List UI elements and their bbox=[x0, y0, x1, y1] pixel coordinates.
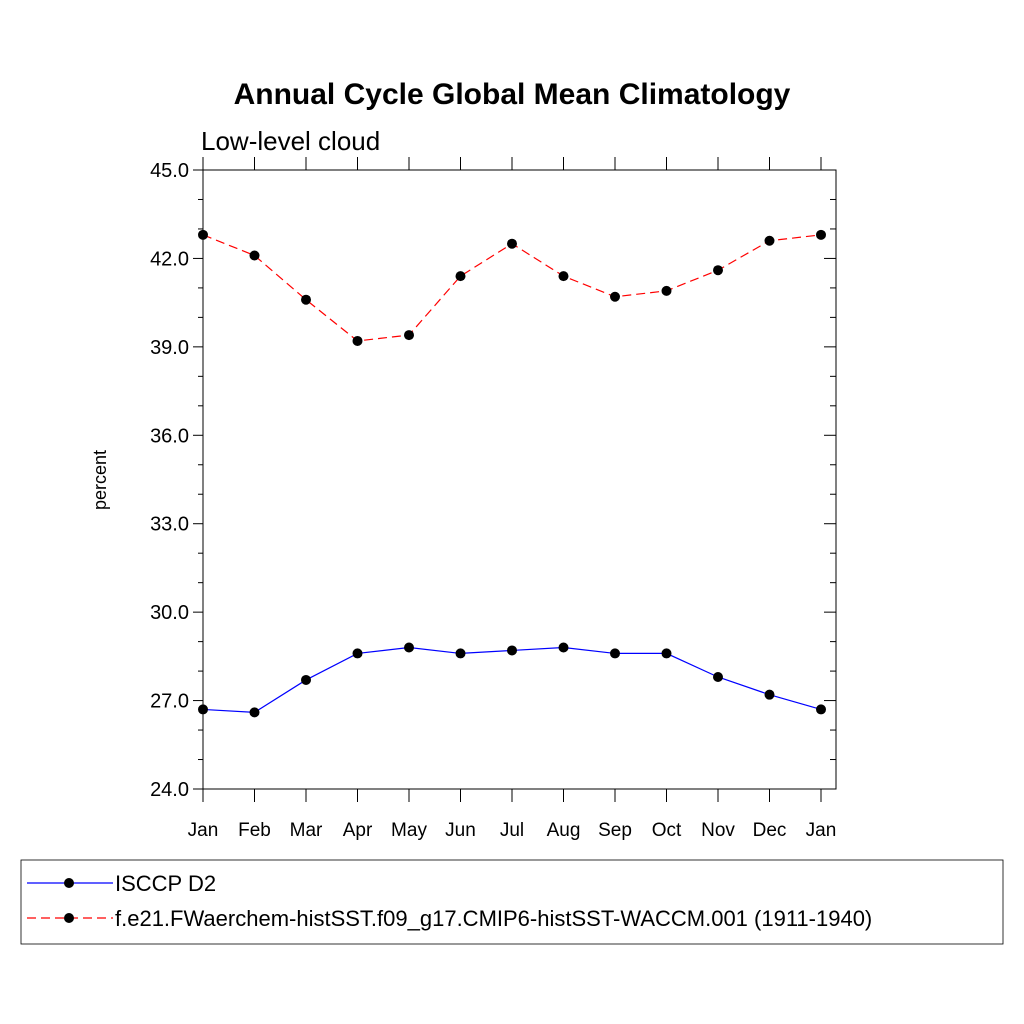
y-tick-label: 36.0 bbox=[150, 425, 189, 447]
data-point bbox=[764, 689, 775, 700]
data-point bbox=[404, 642, 414, 653]
y-tick-label: 39.0 bbox=[150, 337, 189, 359]
data-point bbox=[404, 330, 414, 341]
data-point bbox=[507, 645, 517, 656]
chart-subtitle: Low-level cloud bbox=[201, 126, 380, 156]
x-tick-label: Aug bbox=[547, 820, 581, 841]
x-tick-label: Mar bbox=[290, 820, 323, 841]
y-tick-label: 33.0 bbox=[150, 514, 189, 536]
data-point bbox=[301, 674, 311, 685]
y-tick-label: 45.0 bbox=[150, 160, 189, 182]
y-tick-label: 42.0 bbox=[150, 248, 189, 270]
y-tick-label: 24.0 bbox=[150, 779, 189, 801]
x-tick-label: Jun bbox=[445, 820, 476, 841]
y-tick-label: 30.0 bbox=[150, 602, 189, 624]
x-tick-label: Jan bbox=[806, 820, 837, 841]
x-tick-label: Nov bbox=[701, 820, 735, 841]
data-point bbox=[507, 238, 517, 249]
data-point bbox=[301, 294, 311, 305]
x-tick-label: Apr bbox=[343, 820, 373, 841]
y-axis-label: percent bbox=[90, 450, 110, 510]
legend-box bbox=[20, 859, 1004, 945]
legend: ISCCP D2 f.e21.FWaerchem-histSST.f09_g17.… bbox=[20, 859, 1004, 945]
x-tick-label: Jul bbox=[500, 820, 524, 841]
legend-marker-1 bbox=[64, 878, 74, 888]
legend-label-2: f.e21.FWaerchem-histSST.f09_g17.CMIP6-hi… bbox=[115, 906, 872, 931]
y-tick-label: 27.0 bbox=[150, 691, 189, 713]
data-point bbox=[352, 335, 363, 346]
x-tick-label: Oct bbox=[652, 820, 682, 841]
data-point bbox=[610, 648, 620, 659]
data-point bbox=[610, 291, 620, 302]
data-point bbox=[816, 229, 826, 240]
chart-title: Annual Cycle Global Mean Climatology bbox=[234, 78, 791, 111]
x-tick-label: Feb bbox=[238, 820, 271, 841]
data-point bbox=[249, 707, 260, 718]
series-line-1 bbox=[202, 646, 822, 713]
data-point bbox=[198, 704, 208, 715]
data-point bbox=[661, 285, 672, 296]
data-point bbox=[713, 265, 723, 276]
series-layer bbox=[198, 229, 826, 718]
data-point bbox=[661, 648, 672, 659]
data-point bbox=[558, 642, 569, 653]
series-line-2 bbox=[202, 234, 822, 342]
data-point bbox=[249, 250, 260, 261]
data-point bbox=[455, 271, 466, 282]
legend-label-1: ISCCP D2 bbox=[115, 871, 216, 896]
x-tick-label: Jan bbox=[188, 820, 219, 841]
data-point bbox=[764, 235, 775, 246]
data-point bbox=[816, 704, 826, 715]
plot-axes: 24.0 27.0 30.0 33.0 36.0 39.0 42.0 45.0 Jan Feb Ma… bbox=[150, 157, 837, 841]
data-point bbox=[198, 229, 208, 240]
x-tick-label: Dec bbox=[753, 820, 787, 841]
x-tick-label: Sep bbox=[598, 820, 632, 841]
data-point bbox=[558, 271, 569, 282]
legend-marker-2 bbox=[64, 913, 74, 923]
data-point bbox=[713, 671, 723, 682]
plot-frame bbox=[202, 169, 837, 790]
data-point bbox=[352, 648, 363, 659]
x-tick-label: May bbox=[391, 820, 427, 841]
data-point bbox=[455, 648, 466, 659]
